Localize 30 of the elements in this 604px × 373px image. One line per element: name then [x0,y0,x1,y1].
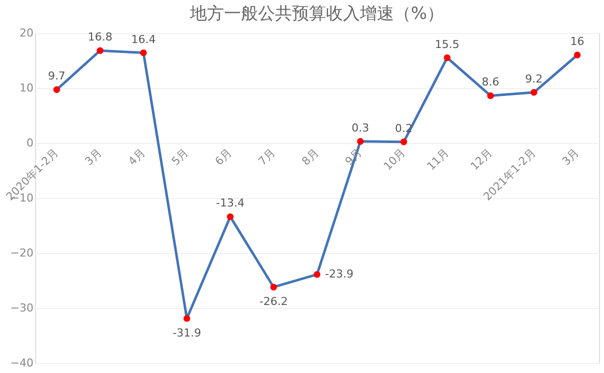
x-tick-label: 3月 [560,146,582,168]
y-tick-label: −30 [10,302,34,314]
chart-title: 地方一般公共预算收入增速（%） [188,4,444,24]
data-label: -31.9 [172,326,202,340]
data-label: 16.8 [88,30,112,44]
data-label: 15.5 [434,38,460,51]
x-tick-label: 10月 [381,146,408,173]
data-label: 16.4 [131,32,156,46]
x-tick-label: 9月 [342,146,365,168]
data-label: 9.7 [48,70,66,83]
x-tick-label: 5月 [169,146,192,168]
data-label: 16 [570,35,584,48]
x-tick-label: 11月 [424,146,452,173]
data-label: -13.4 [216,196,244,210]
y-tick-label: 20 [20,26,34,40]
y-tick-label: −40 [10,356,34,370]
data-label: -23.9 [325,267,354,280]
y-tick-label: 10 [20,82,34,94]
x-tick-label: 6月 [212,146,234,168]
x-tick-label: 3月 [82,146,104,168]
data-label: 8.6 [482,76,500,89]
x-tick-label: 12月 [468,146,495,173]
y-tick-label: −20 [10,246,34,260]
y-tick-label: 0 [26,136,34,150]
data-label: 9.2 [525,72,543,86]
x-tick-label: 7月 [256,146,278,168]
x-tick-label: 4月 [126,146,148,168]
data-label: -26.2 [259,295,288,308]
x-tick-label: 8月 [299,146,322,168]
data-label: 0.3 [352,121,370,134]
